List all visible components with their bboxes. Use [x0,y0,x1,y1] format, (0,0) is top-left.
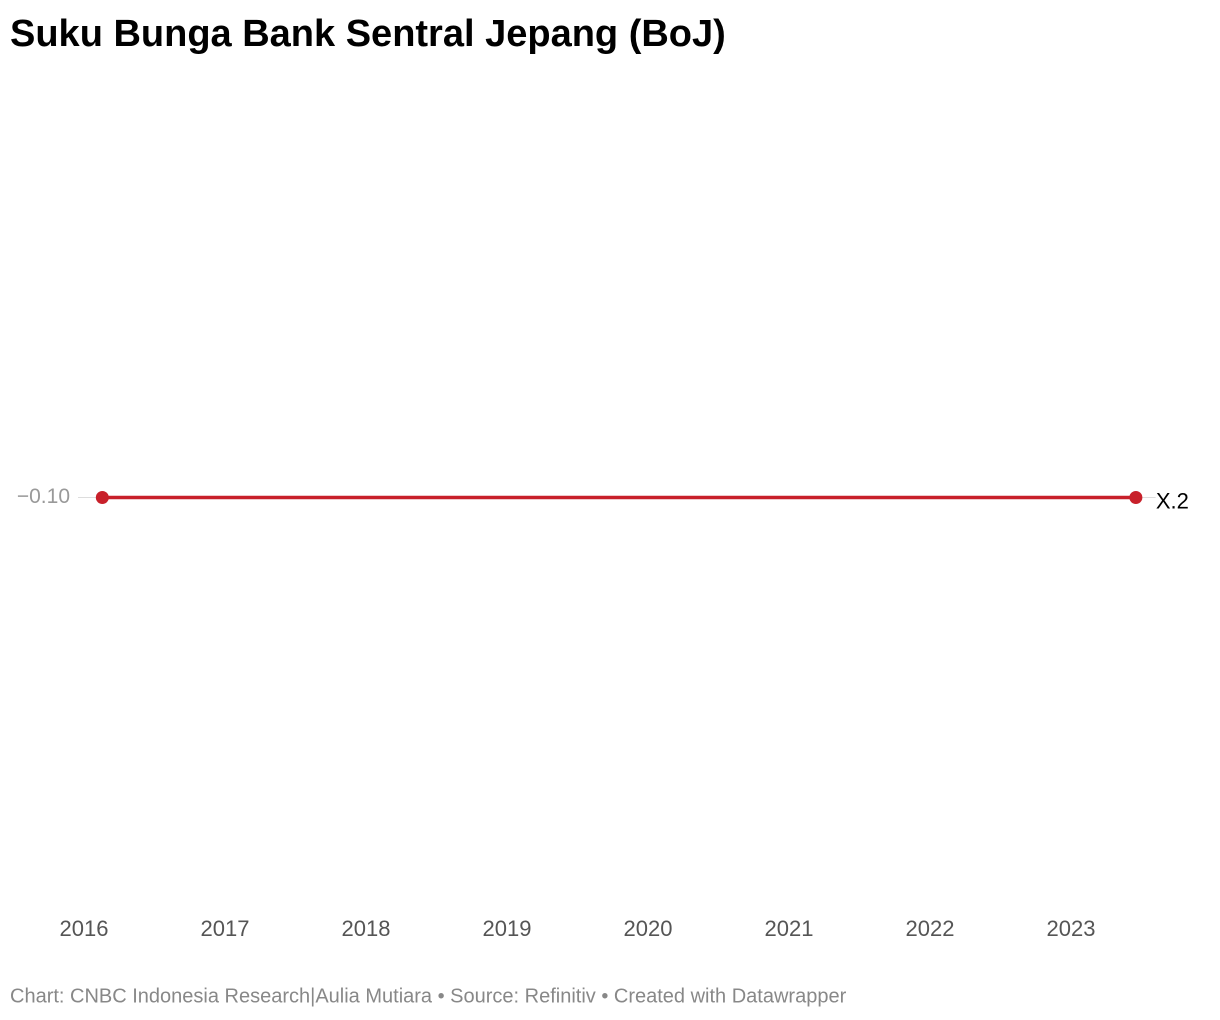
chart-title: Suku Bunga Bank Sentral Jepang (BoJ) [10,13,726,55]
x-tick-label: 2022 [906,916,955,941]
source-note: Chart: CNBC Indonesia Research|Aulia Mut… [10,985,847,1007]
x-tick-label: 2021 [765,916,814,941]
point [95,491,109,504]
y-tick-label: −0.10 [17,485,70,508]
x-tick-label: 2023 [1047,916,1096,941]
x-tick-label: 2018 [342,916,391,941]
x-tick-label: 2019 [483,916,532,941]
series-label: X.2 [1156,488,1189,513]
x-tick-label: 2017 [201,916,250,941]
x-tick-label: 2016 [60,916,109,941]
point [1129,491,1143,504]
x-tick-label: 2020 [624,916,673,941]
